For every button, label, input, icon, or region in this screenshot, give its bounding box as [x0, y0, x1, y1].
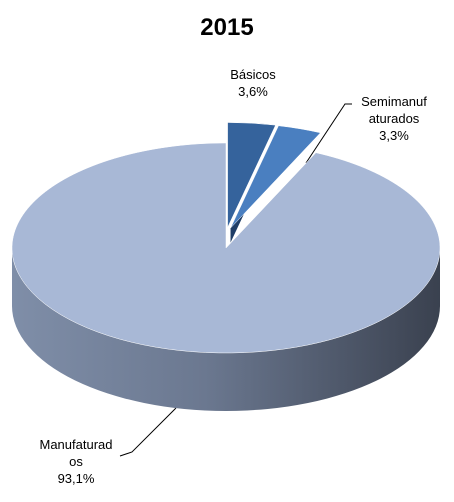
slice: [11, 142, 441, 354]
slice-label: Semimanufaturados 3,3%: [358, 93, 430, 144]
value-label: 3,6%: [238, 84, 268, 99]
value-label: 3,3%: [379, 128, 409, 143]
slice-side: [12, 248, 440, 411]
category-label: Semimanufaturados: [361, 94, 427, 126]
slice-label: Manufaturados 93,1%: [38, 436, 114, 487]
leader-line: [119, 407, 177, 457]
value-label: 93,1%: [57, 471, 95, 486]
chart-title: 2015: [200, 14, 254, 41]
category-label: Manufaturados: [39, 437, 113, 469]
slice-label: Básicos 3,6%: [221, 66, 285, 100]
category-label: Básicos: [230, 67, 276, 82]
slice: [227, 122, 276, 228]
slice: [230, 125, 321, 229]
leader-line: [305, 103, 352, 164]
